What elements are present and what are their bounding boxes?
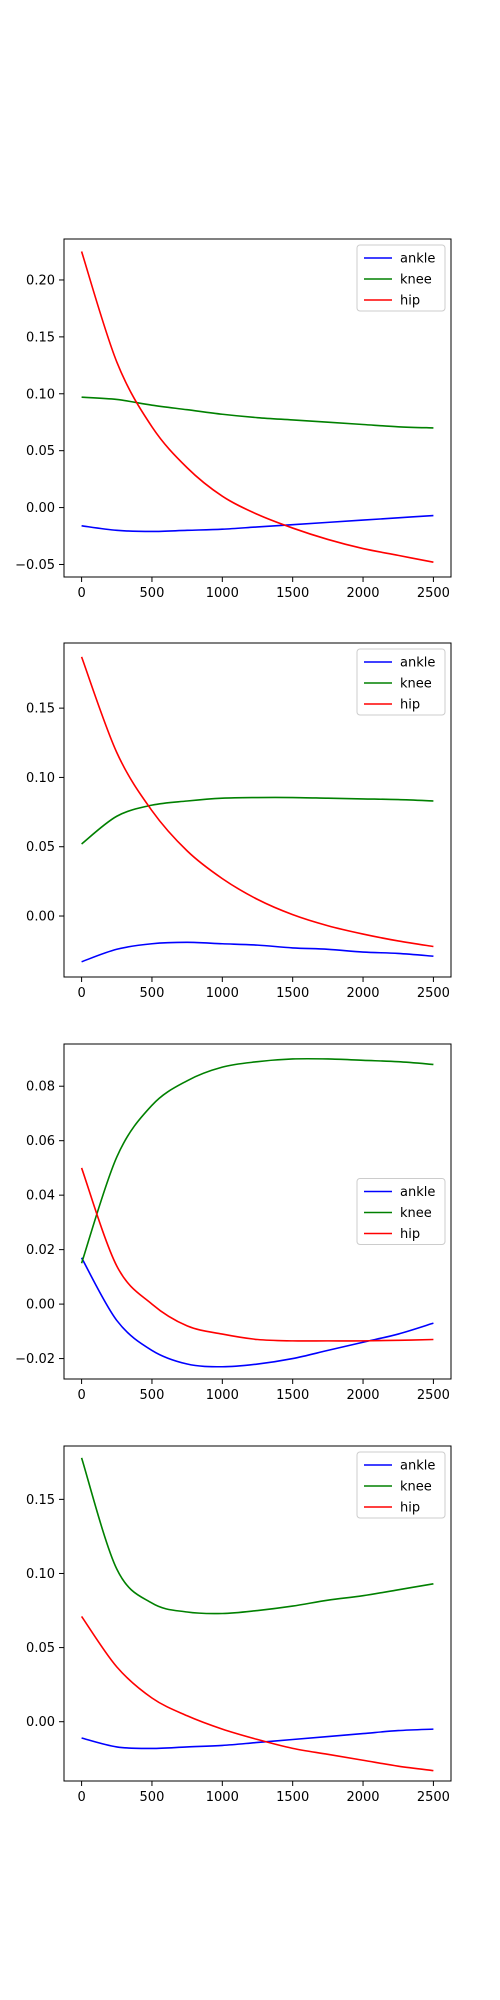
legend-label-knee: knee	[400, 1480, 432, 1495]
x-tick-label: 1500	[276, 986, 309, 1001]
x-tick-label: 1000	[206, 1790, 239, 1805]
x-tick-label: 0	[77, 986, 85, 1001]
legend-label-hip: hip	[400, 1227, 420, 1242]
legend-box	[356, 244, 446, 312]
legend-label-ankle: ankle	[400, 252, 435, 267]
y-tick-label: 0.15	[26, 330, 55, 345]
chart-panel-1: 0 500 1000 1500 2000 2500 −0.05 0.00 0.05 0.10 0.1…	[15, 238, 452, 601]
y-tick-label: 0.10	[26, 771, 55, 786]
x-tick-label: 1500	[276, 1388, 309, 1403]
plot-frame	[63, 642, 452, 978]
y-tick-label: 0.05	[26, 1641, 55, 1656]
x-tick-label: 500	[140, 586, 165, 601]
y-tick-label: −0.05	[15, 558, 55, 573]
chart-panel-3: 0 500 1000 1500 2000 2500 −0.02 0.00 0.02 0.04 0.0…	[15, 1043, 452, 1403]
y-tick-label: 0.00	[26, 1298, 55, 1313]
legend: ankle knee hip	[356, 244, 446, 312]
x-tick-label: 500	[140, 986, 165, 1001]
series-line-knee	[81, 396, 434, 429]
x-tick-label: 2000	[346, 586, 379, 601]
x-tick-label: 2500	[417, 586, 450, 601]
x-tick-label: 2500	[417, 1388, 450, 1403]
legend-label-ankle: ankle	[400, 656, 435, 671]
y-tick-label: 0.10	[26, 387, 55, 402]
series-line-ankle	[81, 941, 434, 963]
series-line-hip	[80, 1616, 434, 1772]
y-tick-label: 0.15	[26, 702, 55, 717]
legend-label-knee: knee	[400, 677, 432, 692]
y-tick-label: 0.10	[26, 1567, 55, 1582]
chart-panel-4: 0 500 1000 1500 2000 2500 0.00 0.05 0.10 0.15 ankl…	[26, 1445, 452, 1805]
y-tick-label: −0.02	[15, 1352, 55, 1367]
chart-panel-2: 0 500 1000 1500 2000 2500 0.00 0.05 0.10 0.15 ankl…	[26, 642, 452, 1001]
x-tick-label: 0	[77, 586, 85, 601]
legend: ankle knee hip	[356, 1178, 446, 1245]
y-tick-label: 0.15	[26, 1493, 55, 1508]
series-line-ankle	[80, 1257, 434, 1368]
x-tick-label: 2500	[417, 986, 450, 1001]
x-tick-label: 1500	[276, 1790, 309, 1805]
legend-label-hip: hip	[400, 294, 420, 309]
x-tick-label: 2000	[346, 986, 379, 1001]
series-line-ankle	[81, 514, 434, 533]
y-tick-label: 0.02	[26, 1243, 55, 1258]
series-line-hip	[80, 251, 434, 563]
legend-box	[356, 648, 446, 716]
legend: ankle knee hip	[356, 1451, 446, 1519]
y-tick-label: 0.00	[26, 501, 55, 516]
legend-label-knee: knee	[400, 1206, 432, 1221]
legend-box	[356, 1178, 446, 1245]
x-tick-label: 2000	[346, 1790, 379, 1805]
x-tick-label: 0	[77, 1790, 85, 1805]
plot-frame	[63, 1043, 452, 1380]
y-tick-label: 0.05	[26, 840, 55, 855]
legend-label-hip: hip	[400, 1501, 420, 1516]
x-tick-label: 500	[140, 1790, 165, 1805]
y-tick-label: 0.08	[26, 1080, 55, 1095]
series-line-knee	[81, 796, 434, 845]
series-line-ankle	[81, 1728, 434, 1750]
x-tick-label: 500	[140, 1388, 165, 1403]
x-tick-label: 1000	[206, 986, 239, 1001]
x-tick-label: 1000	[206, 1388, 239, 1403]
plot-frame	[63, 238, 452, 578]
y-tick-label: 0.00	[26, 910, 55, 925]
series-line-hip	[80, 1167, 434, 1342]
legend-label-ankle: ankle	[400, 1185, 435, 1200]
legend-label-ankle: ankle	[400, 1459, 435, 1474]
x-tick-label: 1500	[276, 586, 309, 601]
x-tick-label: 1000	[206, 586, 239, 601]
y-tick-label: 0.05	[26, 444, 55, 459]
legend-label-knee: knee	[400, 273, 432, 288]
y-tick-label: 0.20	[26, 273, 55, 288]
y-tick-label: 0.06	[26, 1134, 55, 1149]
legend-label-hip: hip	[400, 698, 420, 713]
x-tick-label: 0	[77, 1388, 85, 1403]
x-tick-label: 2500	[417, 1790, 450, 1805]
series-line-knee	[80, 1057, 434, 1264]
legend: ankle knee hip	[356, 648, 446, 716]
plot-frame	[63, 1445, 452, 1782]
series-line-hip	[80, 656, 434, 948]
series-line-knee	[80, 1457, 434, 1615]
x-tick-label: 2000	[346, 1388, 379, 1403]
y-tick-label: 0.04	[26, 1189, 55, 1204]
y-tick-label: 0.00	[26, 1715, 55, 1730]
legend-box	[356, 1451, 446, 1519]
